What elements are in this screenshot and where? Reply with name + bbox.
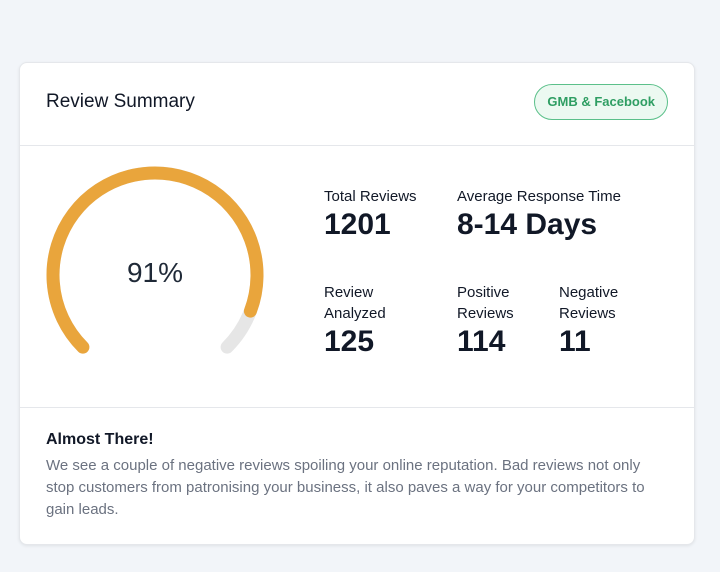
stat-value: 125: [324, 325, 375, 358]
review-summary-card: Review Summary GMB & Facebook 91% Total …: [19, 62, 695, 545]
card-footer: Almost There! We see a couple of negativ…: [46, 431, 666, 521]
stat-average-response-time: Average Response Time 8-14 Days: [457, 186, 621, 243]
stat-label: Average Response Time: [457, 188, 621, 205]
stat-label-line1: Review: [324, 284, 374, 301]
stat-label-line2: Analyzed: [324, 305, 386, 322]
stat-value: 1201: [324, 208, 391, 241]
stat-label-line1: Positive: [457, 284, 510, 301]
gauge-fill: [46, 166, 264, 354]
stat-positive-reviews: Positive Reviews 114: [457, 282, 514, 360]
stat-label: Total Reviews: [324, 188, 417, 205]
stat-review-analyzed: Review Analyzed 125: [324, 282, 386, 360]
card-header: Review Summary GMB & Facebook: [20, 63, 694, 146]
footer-heading: Almost There!: [46, 431, 154, 448]
stat-value: 11: [559, 325, 591, 358]
footer-text: We see a couple of negative reviews spoi…: [46, 457, 645, 518]
review-score-gauge: [46, 166, 264, 354]
stat-label-line2: Reviews: [559, 305, 616, 322]
stat-negative-reviews: Negative Reviews 11: [559, 282, 618, 360]
gauge-percent-label: 91%: [126, 257, 184, 288]
stat-label-line2: Reviews: [457, 305, 514, 322]
card-body: 91% Total Reviews 1201 Average Response …: [20, 145, 694, 408]
card-title: Review Summary: [46, 91, 195, 112]
stat-value: 8-14 Days: [457, 208, 598, 241]
stat-value: 114: [457, 325, 506, 358]
stat-total-reviews: Total Reviews 1201: [324, 186, 417, 243]
source-badge[interactable]: GMB & Facebook: [534, 84, 668, 120]
stat-label-line1: Negative: [559, 284, 619, 301]
